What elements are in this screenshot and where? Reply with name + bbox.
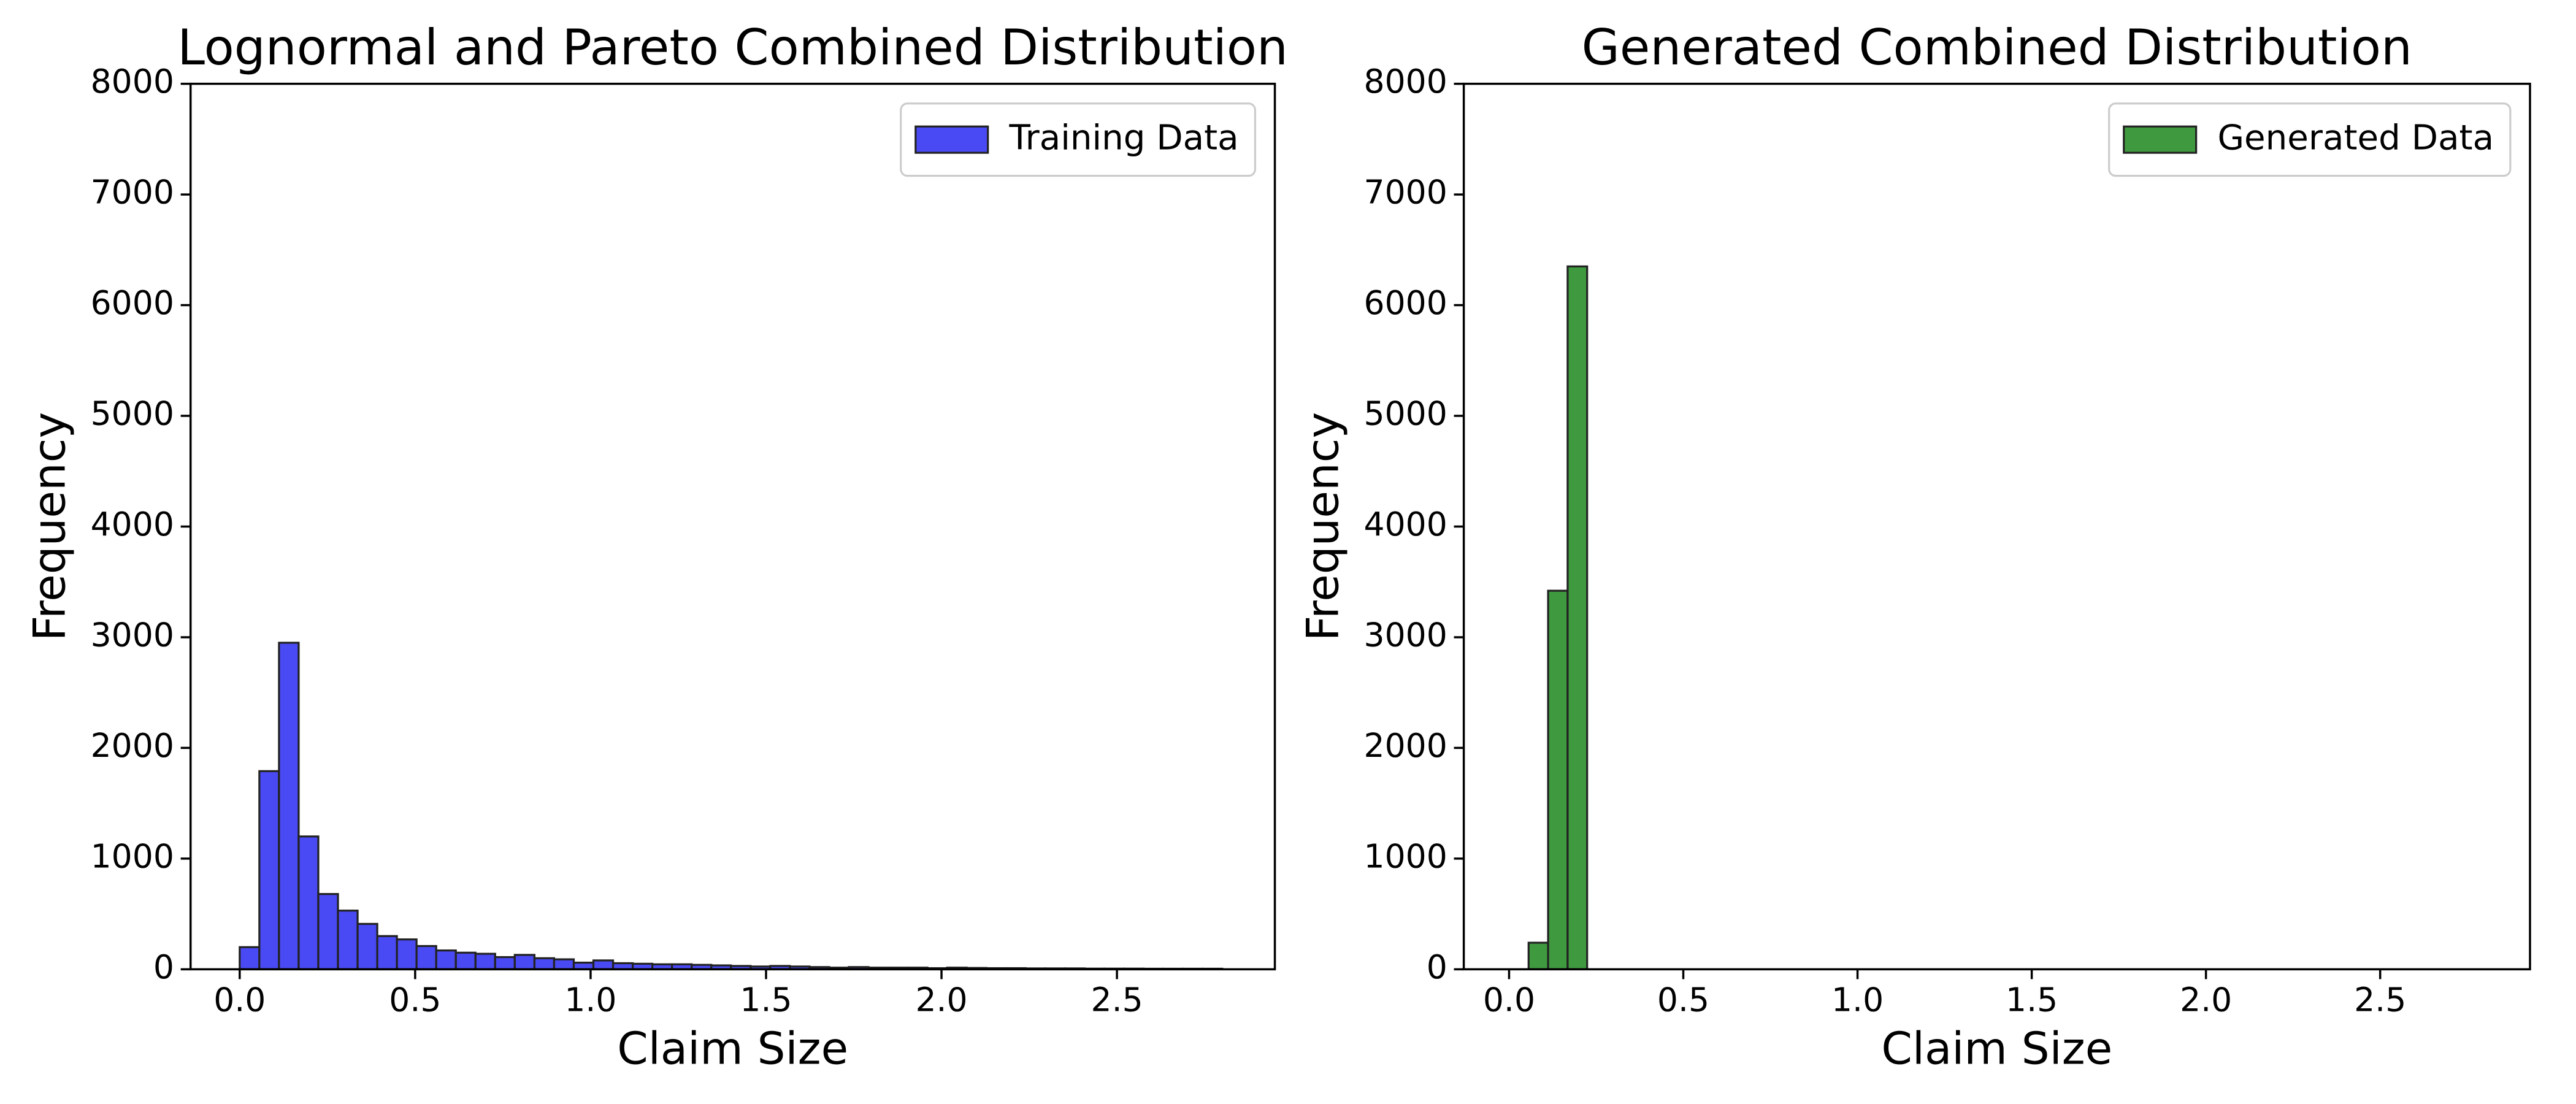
y-tick-label: 5000	[1364, 394, 1447, 433]
bar	[513, 954, 536, 970]
y-axis-label: Frequency	[25, 412, 76, 642]
bar	[553, 958, 575, 970]
y-tick-label: 4000	[1364, 505, 1447, 543]
y-tick-label: 6000	[1364, 283, 1447, 322]
bar	[474, 953, 496, 970]
y-tick-label: 4000	[91, 505, 174, 543]
y-tick-label: 6000	[91, 283, 174, 322]
plot-frame	[1462, 82, 2531, 971]
y-tick-label: 0	[1427, 948, 1447, 986]
bar	[258, 770, 280, 970]
bar	[376, 935, 398, 970]
bar	[1547, 589, 1569, 970]
bar	[533, 957, 556, 970]
chart-title: Generated Combined Distribution	[1582, 18, 2412, 76]
x-tick-label: 2.0	[915, 981, 967, 1019]
y-tick-label: 3000	[1364, 616, 1447, 654]
bar	[454, 951, 477, 970]
bar	[337, 910, 359, 970]
y-tick-label: 5000	[91, 394, 174, 433]
y-tick-label: 0	[153, 948, 174, 986]
bar	[592, 959, 615, 970]
y-axis-label: Frequency	[1298, 412, 1349, 642]
bar	[435, 949, 457, 970]
bar	[317, 893, 339, 970]
x-tick-label: 0.0	[1483, 981, 1535, 1019]
legend: Generated Data	[2108, 102, 2512, 177]
bar	[1566, 265, 1589, 970]
bar	[356, 922, 378, 970]
bar	[239, 946, 261, 970]
x-tick-label: 0.5	[1657, 981, 1709, 1019]
x-tick-label: 1.0	[564, 981, 616, 1019]
x-tick-label: 1.5	[740, 981, 792, 1019]
bar	[1527, 941, 1549, 970]
x-axis-label: Claim Size	[1881, 1023, 2112, 1075]
bar	[278, 642, 300, 970]
x-tick-label: 0.0	[213, 981, 266, 1019]
legend: Training Data	[900, 102, 1257, 177]
legend-label: Generated Data	[2217, 118, 2494, 158]
x-axis-label: Claim Size	[617, 1023, 848, 1075]
x-tick-label: 1.5	[2006, 981, 2058, 1019]
y-tick-label: 7000	[91, 173, 174, 212]
y-tick-label: 2000	[1364, 726, 1447, 765]
bar	[494, 956, 516, 970]
bar	[297, 835, 320, 970]
x-tick-label: 1.0	[1831, 981, 1884, 1019]
legend-frame	[900, 102, 1257, 177]
legend-frame	[2108, 102, 2512, 177]
legend-swatch	[914, 125, 989, 154]
y-tick-label: 1000	[91, 837, 174, 876]
y-tick-label: 8000	[91, 62, 174, 101]
bar	[396, 938, 418, 970]
x-tick-label: 2.0	[2180, 981, 2232, 1019]
y-tick-label: 1000	[1364, 837, 1447, 876]
bar	[415, 945, 437, 970]
y-tick-label: 3000	[91, 616, 174, 654]
chart-title: Lognormal and Pareto Combined Distributi…	[177, 18, 1288, 76]
x-tick-label: 2.5	[1091, 981, 1143, 1019]
x-tick-label: 2.5	[2354, 981, 2406, 1019]
legend-swatch	[2123, 125, 2198, 154]
plot-frame	[189, 82, 1276, 971]
y-tick-label: 2000	[91, 726, 174, 765]
x-tick-label: 0.5	[389, 981, 441, 1019]
y-tick-label: 7000	[1364, 173, 1447, 212]
y-tick-label: 8000	[1364, 62, 1447, 101]
legend-label: Training Data	[1009, 118, 1239, 158]
